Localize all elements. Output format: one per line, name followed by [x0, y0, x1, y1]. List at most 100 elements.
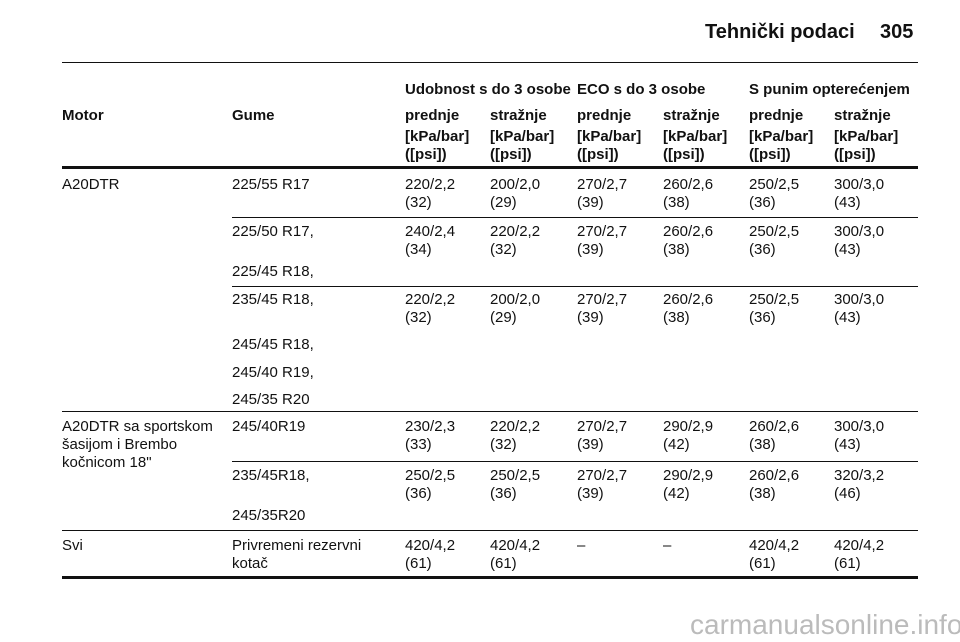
- unit: [kPa/bar]: [405, 128, 470, 145]
- pressure: (36): [749, 194, 776, 211]
- pressure: 300/3,0: [834, 291, 885, 308]
- pressure: (39): [577, 194, 604, 211]
- unit: ([psi]): [834, 146, 876, 163]
- motor: šasijom i Brembo: [62, 436, 178, 453]
- rule: [62, 166, 918, 169]
- tyre: 225/45 R18,: [232, 263, 314, 280]
- pressure: (38): [663, 241, 690, 258]
- pressure: 220/2,2: [405, 291, 456, 308]
- pressure: 420/4,2: [405, 537, 456, 554]
- rule: [232, 286, 918, 287]
- column-header: prednje: [749, 107, 804, 124]
- pressure: (43): [834, 436, 861, 453]
- pressure: 290/2,9: [663, 467, 714, 484]
- unit: ([psi]): [577, 146, 619, 163]
- column-header: stražnje: [834, 107, 891, 124]
- pressure: 220/2,2: [405, 176, 456, 193]
- motor: kočnicom 18": [62, 454, 152, 471]
- motor: A20DTR sa sportskom: [62, 418, 213, 435]
- pressure: (61): [749, 555, 776, 572]
- pressure: (38): [749, 436, 776, 453]
- pressure: 220/2,2: [490, 418, 541, 435]
- pressure: 300/3,0: [834, 176, 885, 193]
- pressure: (61): [834, 555, 861, 572]
- pressure: (36): [405, 485, 432, 502]
- pressure: 270/2,7: [577, 418, 628, 435]
- pressure: 220/2,2: [490, 223, 541, 240]
- unit: [kPa/bar]: [490, 128, 555, 145]
- pressure: 240/2,4: [405, 223, 456, 240]
- tyre: 235/45R18,: [232, 467, 310, 484]
- tyre: 225/55 R17: [232, 176, 310, 193]
- tyre: 245/35R20: [232, 507, 306, 524]
- pressure: 230/2,3: [405, 418, 456, 435]
- tyre: 245/45 R18,: [232, 336, 314, 353]
- pressure: (32): [490, 241, 517, 258]
- pressure: 260/2,6: [749, 467, 800, 484]
- unit: [kPa/bar]: [663, 128, 728, 145]
- pressure: 260/2,6: [663, 223, 714, 240]
- pressure: (39): [577, 241, 604, 258]
- rule: [62, 576, 918, 579]
- tyre: 245/40R19: [232, 418, 306, 435]
- pressure: (43): [834, 194, 861, 211]
- pressure: (36): [490, 485, 517, 502]
- column-header: stražnje: [490, 107, 547, 124]
- group-header: ECO s do 3 osobe: [577, 81, 706, 98]
- pressure: (29): [490, 309, 517, 326]
- unit: [kPa/bar]: [577, 128, 642, 145]
- pressure: (43): [834, 309, 861, 326]
- pressure: 320/3,2: [834, 467, 885, 484]
- unit: [kPa/bar]: [749, 128, 814, 145]
- rule: [62, 411, 918, 412]
- pressure: (32): [490, 436, 517, 453]
- watermark: carmanualsonline.info: [690, 609, 960, 640]
- pressure: 420/4,2: [834, 537, 885, 554]
- motor: Svi: [62, 537, 83, 554]
- pressure: (33): [405, 436, 432, 453]
- motor: A20DTR: [62, 176, 120, 193]
- column-header: stražnje: [663, 107, 720, 124]
- tyre: 245/40 R19,: [232, 364, 314, 381]
- group-header: Udobnost s do 3 osobe: [405, 81, 571, 98]
- pressure: (32): [405, 309, 432, 326]
- unit: ([psi]): [749, 146, 791, 163]
- rule: [62, 62, 918, 63]
- pressure: (42): [663, 485, 690, 502]
- pressure: 420/4,2: [490, 537, 541, 554]
- rule: [232, 461, 918, 462]
- unit: ([psi]): [663, 146, 705, 163]
- pressure: 260/2,6: [663, 176, 714, 193]
- pressure: (61): [490, 555, 517, 572]
- column-header: Gume: [232, 107, 275, 124]
- pressure: (36): [749, 309, 776, 326]
- pressure: (29): [490, 194, 517, 211]
- pressure: 420/4,2: [749, 537, 800, 554]
- pressure: 270/2,7: [577, 176, 628, 193]
- unit: ([psi]): [490, 146, 532, 163]
- page-title: Tehnički podaci: [705, 21, 855, 43]
- page-number: 305: [880, 21, 914, 43]
- rule: [232, 217, 918, 218]
- unit: ([psi]): [405, 146, 447, 163]
- tyre: 235/45 R18,: [232, 291, 314, 308]
- pressure: 260/2,6: [663, 291, 714, 308]
- pressure: (39): [577, 436, 604, 453]
- unit: [kPa/bar]: [834, 128, 899, 145]
- pressure: (36): [749, 241, 776, 258]
- pressure: (38): [749, 485, 776, 502]
- pressure: (32): [405, 194, 432, 211]
- pressure: (38): [663, 194, 690, 211]
- tyre: Privremeni rezervni: [232, 537, 362, 554]
- pressure: 250/2,5: [749, 291, 800, 308]
- pressure: 300/3,0: [834, 223, 885, 240]
- pressure: (61): [405, 555, 432, 572]
- pressure: 250/2,5: [405, 467, 456, 484]
- pressure: (43): [834, 241, 861, 258]
- pressure: (34): [405, 241, 432, 258]
- pressure: 250/2,5: [749, 176, 800, 193]
- tyre: 245/35 R20: [232, 391, 310, 408]
- column-header: prednje: [577, 107, 632, 124]
- pressure: –: [577, 537, 586, 554]
